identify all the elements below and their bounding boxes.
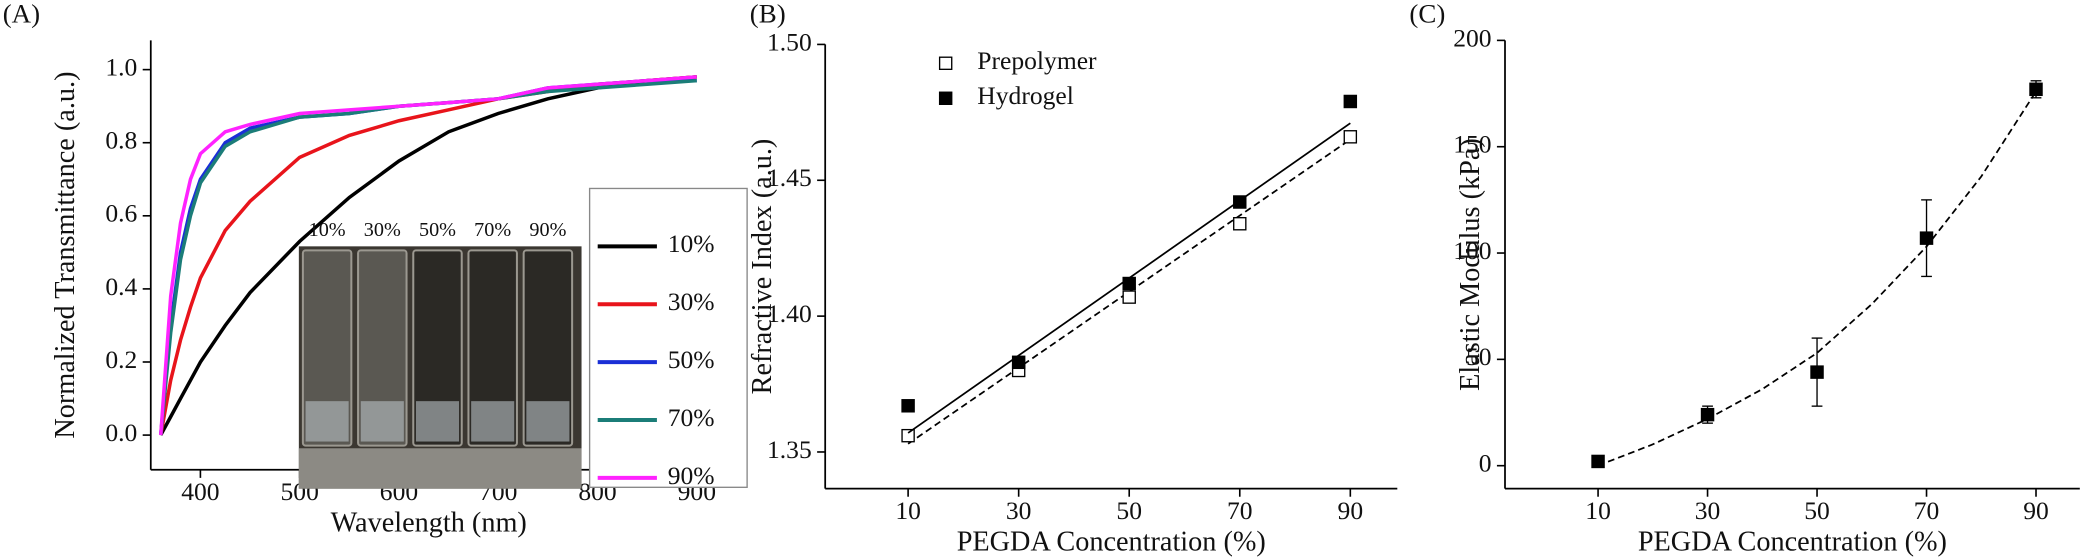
y-tick-label: 1.0 (105, 52, 137, 81)
cuvette (522, 249, 574, 447)
y-axis-title: Refractive Index (a.u.) (747, 139, 778, 395)
inset-label: 70% (474, 219, 511, 241)
legend-label: 70% (668, 403, 715, 432)
y-tick-label: 0.8 (105, 126, 137, 155)
legend-marker (938, 56, 953, 70)
marker (1591, 454, 1605, 469)
panel-label: (A) (3, 0, 40, 28)
y-tick-label: 1.45 (767, 163, 812, 192)
legend-label: 90% (668, 461, 715, 490)
marker (1810, 365, 1824, 379)
y-tick-label: 100 (1453, 236, 1491, 265)
line-series (158, 75, 697, 436)
x-tick-label: 30 (1006, 496, 1032, 525)
x-tick-label: 50 (1804, 496, 1830, 525)
cuvette (467, 249, 518, 447)
inset-label: 50% (419, 219, 456, 241)
cuvette-liquid (471, 401, 515, 442)
x-tick-label: 10 (1585, 496, 1611, 525)
marker (1122, 276, 1136, 291)
y-tick-label: 0.6 (105, 199, 137, 228)
x-axis-title: PEGDA Concentration (%) (957, 526, 1266, 557)
y-tick-label: 50 (1466, 342, 1492, 371)
marker (1122, 290, 1136, 304)
y-tick-label: 0.0 (105, 418, 137, 447)
y-axis-title: Normalized Transmittance (a.u.) (50, 72, 81, 439)
y-tick-label: 1.40 (767, 299, 812, 328)
fit-line (1597, 90, 2037, 467)
marker (1343, 130, 1358, 144)
x-tick-label: 70 (1914, 496, 1940, 525)
line-series (159, 75, 697, 436)
fit-line (907, 138, 1351, 445)
y-tick-label: 0 (1479, 449, 1492, 478)
cuvette-liquid (415, 401, 460, 442)
x-tick-label: 10 (895, 496, 921, 525)
panel-label: (B) (750, 0, 786, 28)
cuvette (301, 249, 353, 447)
marker (2029, 82, 2043, 97)
marker (1233, 217, 1247, 231)
x-axis-title: Wavelength (nm) (331, 507, 527, 538)
marker (1343, 94, 1358, 109)
y-tick-label: 1.50 (767, 27, 812, 56)
marker (1011, 355, 1026, 370)
x-tick-label: 90 (2023, 496, 2049, 525)
marker (1919, 231, 1934, 245)
photo-base (298, 448, 582, 489)
panel-label: (C) (1409, 0, 1445, 28)
inset-label: 30% (364, 219, 401, 241)
cuvette (412, 249, 463, 447)
cuvette-liquid (305, 401, 349, 442)
x-tick-label: 90 (1338, 496, 1364, 525)
marker (901, 399, 915, 413)
y-tick-label: 1.35 (767, 435, 812, 464)
y-tick-label: 150 (1453, 130, 1491, 159)
legend-label: 10% (668, 229, 715, 258)
marker (901, 428, 915, 443)
line-series (159, 75, 697, 436)
inset-photo (298, 246, 582, 489)
inset-label: 90% (529, 219, 566, 241)
x-axis-title: PEGDA Concentration (%) (1638, 526, 1947, 557)
x-tick-label: 400 (181, 477, 219, 506)
line-series (158, 78, 697, 436)
legend-label: 30% (668, 287, 715, 316)
cuvette-liquid (360, 401, 404, 442)
x-tick-label: 30 (1695, 496, 1721, 525)
cuvette-liquid (526, 401, 570, 442)
legend-marker (938, 91, 953, 105)
y-axis-title: Elastic Modulus (kPa) (1455, 138, 1486, 391)
legend-label: Hydrogel (977, 81, 1074, 110)
cuvette (357, 249, 408, 447)
legend-box (588, 187, 748, 488)
y-tick-label: 0.2 (105, 345, 137, 374)
inset-label: 10% (309, 219, 346, 241)
legend-label: 50% (668, 345, 715, 374)
marker (1233, 195, 1247, 209)
x-tick-label: 70 (1227, 496, 1253, 525)
marker (1700, 407, 1715, 422)
y-tick-label: 0.4 (105, 272, 137, 301)
y-tick-label: 200 (1453, 23, 1491, 52)
legend-label: Prepolymer (977, 46, 1097, 75)
x-tick-label: 50 (1116, 496, 1142, 525)
